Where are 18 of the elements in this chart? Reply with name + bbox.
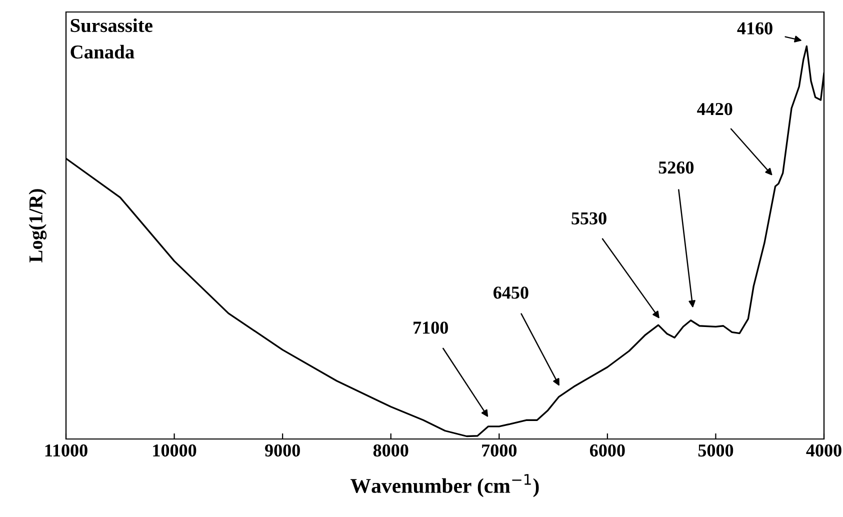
x-tick-label: 9000 xyxy=(265,444,300,457)
x-tick-label: 7000 xyxy=(482,444,517,457)
x-tick-label: 6000 xyxy=(590,444,625,457)
annotation: 7100 xyxy=(414,322,448,334)
x-tick-label: 4000 xyxy=(806,444,842,457)
x-tick-label: 8000 xyxy=(373,444,408,457)
x-tick-label: 5000 xyxy=(698,444,734,457)
x-tick-label: 10000 xyxy=(153,444,196,457)
text: 4160 xyxy=(737,22,772,34)
annotation: 5260 xyxy=(658,161,694,174)
annotation: 5530 xyxy=(572,212,606,224)
annotation: 4420 xyxy=(697,102,732,116)
annotation: 6450 xyxy=(494,286,528,299)
annotation: Canada xyxy=(70,44,134,59)
text: Sursassite xyxy=(70,18,152,32)
x-axis-title: Wavenumber (cm$^{−1}$) xyxy=(350,474,539,498)
x-tick-label: 11000 xyxy=(45,444,88,457)
y-axis-title: Log(1/R) xyxy=(28,189,47,262)
